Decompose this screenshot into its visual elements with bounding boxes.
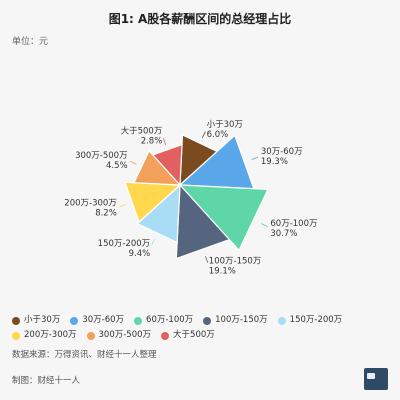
- legend-label: 60万-100万: [146, 315, 194, 325]
- legend-item: 300万-500万: [86, 328, 152, 343]
- legend-label: 小于30万: [24, 315, 61, 325]
- legend-item: 60万-100万: [134, 313, 193, 328]
- legend: 小于30万 30万-60万 60万-100万 100万-150万 150万-200万 2…: [12, 313, 392, 343]
- legend-item: 30万-60万: [70, 313, 124, 328]
- legend-swatch: [70, 316, 79, 325]
- legend-label: 200万-300万: [24, 330, 77, 340]
- legend-swatch: [12, 331, 20, 340]
- legend-row: 小于30万 30万-60万 60万-100万 100万-150万 150万-200万: [12, 313, 392, 328]
- legend-label: 大于500万: [173, 330, 215, 340]
- legend-label: 150万-200万: [289, 315, 343, 325]
- slice-category-label: 大于500万: [121, 126, 163, 137]
- legend-swatch: [12, 316, 20, 325]
- legend-swatch: [134, 316, 143, 325]
- leader-line: [205, 256, 209, 263]
- chart-title: 图1: A股各薪酬区间的总经理占比: [108, 12, 292, 26]
- publisher-logo: [364, 368, 388, 390]
- legend-row: 200万-300万 300万-500万 大于500万: [12, 328, 392, 343]
- legend-item: 150万-200万: [277, 313, 343, 328]
- slice-value-label: 19.3%: [261, 157, 288, 167]
- legend-label: 300万-500万: [98, 330, 152, 340]
- unit-label: 单位：元: [12, 37, 49, 47]
- slice-value-label: 9.4%: [129, 249, 151, 259]
- legend-label: 100万-150万: [215, 315, 268, 325]
- legend-item: 小于30万: [12, 313, 60, 328]
- slice-category-label: 150万-200万: [98, 239, 151, 249]
- legend-item: 大于500万: [161, 328, 215, 343]
- legend-swatch: [203, 316, 212, 325]
- legend-swatch: [277, 316, 286, 325]
- slice-value-label: 6.0%: [207, 130, 229, 140]
- slice-category-label: 小于30万: [207, 119, 243, 130]
- leader-line: [130, 161, 137, 165]
- slice-category-label: 300万-500万: [75, 151, 128, 161]
- slice-category-label: 200万-300万: [64, 199, 117, 209]
- leader-line: [261, 223, 268, 227]
- rose-slice: [151, 143, 183, 187]
- leader-line: [151, 238, 155, 246]
- slice-value-label: 30.7%: [270, 229, 297, 239]
- slice-value-label: 4.5%: [106, 161, 128, 171]
- slice-value-label: 8.2%: [95, 209, 117, 219]
- legend-item: 200万-300万: [12, 328, 77, 343]
- maker-note: 制图：财经十一人: [12, 376, 81, 386]
- legend-label: 30万-60万: [82, 315, 125, 325]
- source-note: 数据来源：万得资讯、财经十一人整理: [12, 350, 157, 360]
- legend-swatch: [86, 331, 95, 340]
- leader-line: [251, 156, 259, 160]
- slice-category-label: 60万-100万: [270, 219, 317, 229]
- leader-line: [163, 138, 167, 146]
- slice-value-label: 19.1%: [209, 267, 236, 277]
- leader-line: [201, 131, 206, 139]
- legend-item: 100万-150万: [203, 313, 268, 328]
- leader-line: [119, 203, 127, 207]
- slice-category-label: 100万-150万: [209, 257, 262, 267]
- slice-category-label: 30万-60万: [261, 147, 303, 157]
- slice-value-label: 2.8%: [141, 137, 163, 147]
- legend-swatch: [161, 331, 170, 340]
